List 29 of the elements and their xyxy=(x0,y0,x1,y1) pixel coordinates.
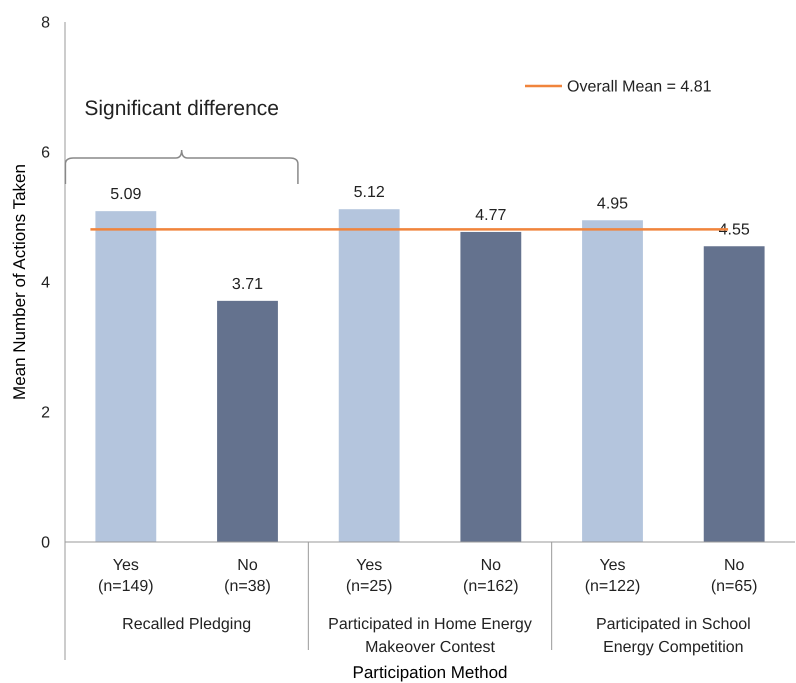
y-tick-label: 8 xyxy=(41,14,50,32)
x-tick-label: No (n=38) xyxy=(224,557,271,595)
y-tick-label: 0 xyxy=(41,534,50,552)
text: Participated in Home Energy Makeover Contest xyxy=(328,616,532,656)
y-tick-label: 4 xyxy=(41,274,50,292)
y-tick-label: 6 xyxy=(41,144,50,162)
x-tick-label: Yes (n=149) xyxy=(98,557,154,595)
text: Recalled Pledging xyxy=(122,616,252,633)
data-label: 5.12 xyxy=(354,184,385,202)
data-label: 5.09 xyxy=(110,186,142,204)
y-tick-label: 2 xyxy=(41,404,50,422)
x-tick-label: No (n=162) xyxy=(463,557,519,595)
x-tick-label: Yes (n=25) xyxy=(346,557,393,595)
legend-label: Overall Mean = 4.81 xyxy=(567,78,712,96)
x-tick-label: Yes (n=122) xyxy=(584,557,640,595)
data-label: 4.95 xyxy=(596,195,628,212)
bar xyxy=(582,220,643,542)
bar xyxy=(217,300,278,542)
bar xyxy=(338,209,400,542)
bar xyxy=(704,246,765,542)
data-label: 4.77 xyxy=(475,206,507,224)
x-axis-title: Participation Method xyxy=(352,663,508,682)
bar xyxy=(95,211,156,542)
text: Participated in School Energy Competition xyxy=(596,616,751,656)
bar xyxy=(460,232,522,542)
y-axis-title: Mean Number of Actions Taken xyxy=(10,164,29,400)
data-label: 3.71 xyxy=(232,276,264,293)
x-tick-label: No (n=65) xyxy=(710,557,758,595)
annotation: Significant difference xyxy=(84,97,279,120)
